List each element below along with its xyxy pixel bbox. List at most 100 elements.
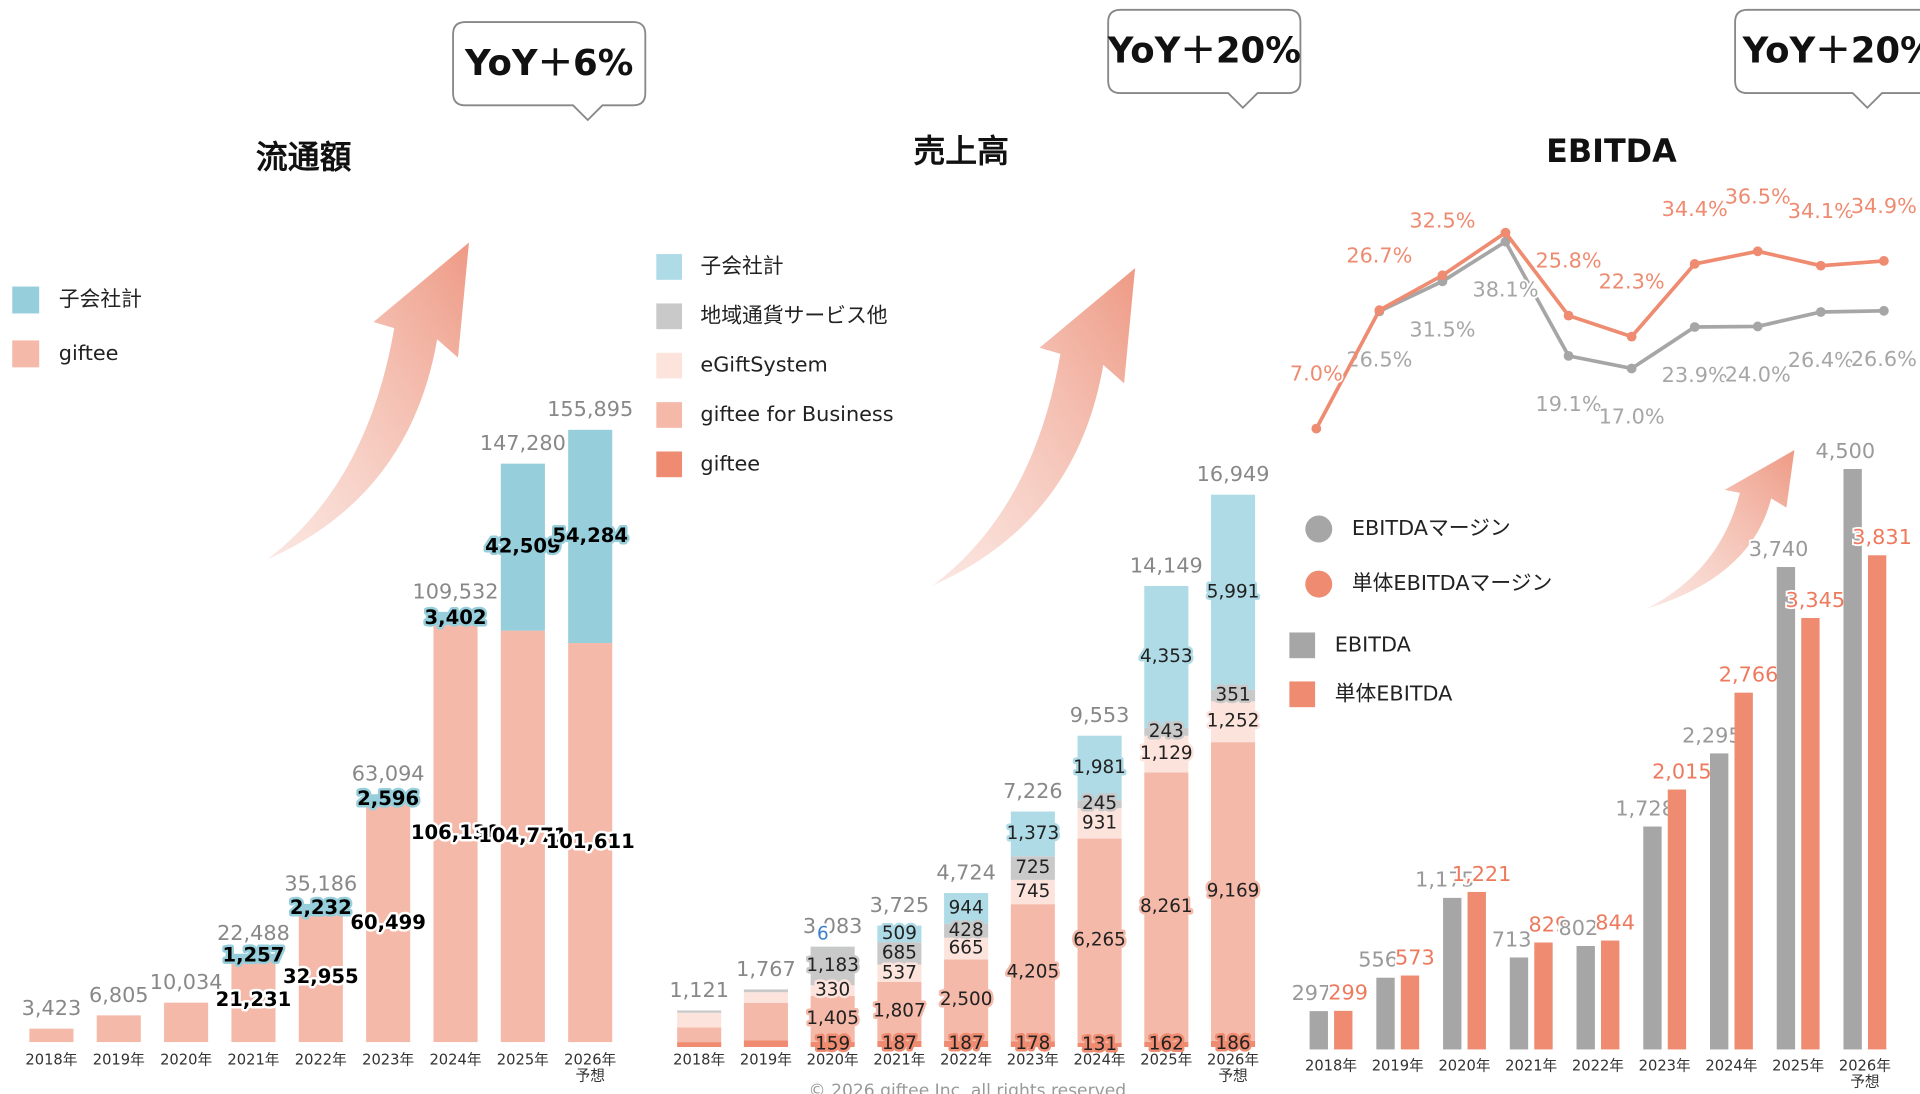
legend-swatch [656, 353, 682, 379]
legend-label: EBITDAマージン [1352, 516, 1511, 540]
value-label: 3,740 [1749, 537, 1809, 561]
legend-label: 地域通貨サービス他 [700, 303, 887, 327]
x-tick-label: 2026年予想 [1839, 1058, 1891, 1091]
legend-label: giftee [700, 451, 760, 475]
point [1374, 305, 1384, 315]
x-tick-label: 2021年 [1505, 1058, 1557, 1075]
value-label: 556 [1358, 948, 1398, 972]
legend-label: 子会社計 [59, 287, 142, 311]
bar [1777, 567, 1795, 1049]
value-label: 25.8% [1536, 249, 1602, 273]
value-label: 1,807 [873, 1000, 926, 1021]
legend-swatch [12, 287, 39, 314]
point [1627, 364, 1637, 374]
total-label: 109,532 [413, 579, 499, 603]
value-label: 24.0% [1725, 362, 1791, 386]
value-label: 32.5% [1409, 208, 1475, 232]
bar-segment [744, 989, 788, 992]
bar-segment [97, 1015, 141, 1042]
value-label: 243 [1149, 721, 1184, 742]
value-label: 299 [1328, 981, 1368, 1005]
total-label: 4,724 [936, 860, 996, 884]
legend-label: giftee for Business [700, 402, 893, 426]
value-label: 297 [1292, 981, 1332, 1005]
total-label: 155,895 [547, 397, 633, 421]
value-label: 7.0% [1290, 362, 1343, 386]
legend-swatch [12, 340, 39, 367]
point [1438, 270, 1448, 280]
legend-swatch [656, 451, 682, 477]
value-label: 330 [815, 980, 850, 1001]
legend-swatch [1289, 681, 1315, 707]
value-label: 21,231 [216, 988, 292, 1011]
bar [1310, 1011, 1328, 1049]
legend-label: 単体EBITDA [1335, 681, 1453, 705]
point [1311, 424, 1321, 434]
total-label: 147,280 [480, 431, 566, 455]
value-label: 187 [882, 1033, 917, 1054]
value-label: 2,766 [1719, 663, 1779, 687]
value-label: 802 [1559, 916, 1599, 940]
x-tick-label: 2021年 [873, 1051, 925, 1068]
value-label: 162 [1149, 1033, 1184, 1054]
value-label: 54,284 [552, 524, 628, 547]
value-label: 1,252 [1207, 711, 1260, 732]
page: {"chart_data": [ {"type": "bar", "title"… [0, 0, 1920, 1094]
total-label: 3,083 [803, 914, 863, 938]
bar [1710, 753, 1728, 1049]
legend-swatch [656, 402, 682, 428]
value-label: 187 [949, 1033, 984, 1054]
value-label: 6,265 [1073, 930, 1126, 951]
total-label: 10,034 [150, 970, 223, 994]
total-label: 16,949 [1197, 462, 1270, 486]
legend-swatch [1305, 571, 1332, 598]
value-label: 4,500 [1816, 439, 1876, 463]
total-label: 1,121 [669, 978, 729, 1002]
point [1690, 322, 1700, 332]
total-label: 35,186 [284, 871, 357, 895]
value-label: 101,611 [546, 830, 635, 853]
legend-label: 単体EBITDAマージン [1352, 571, 1552, 595]
value-label: 26.4% [1788, 348, 1854, 372]
bar-segment [744, 1040, 788, 1047]
value-label: 31.5% [1409, 317, 1475, 341]
x-tick-label: 2021年 [227, 1051, 279, 1068]
value-label: 34.4% [1662, 197, 1728, 221]
legend-label: EBITDA [1335, 632, 1412, 656]
value-label: 1,257 [223, 944, 285, 967]
value-label: 60,499 [350, 911, 426, 934]
total-label: 9,553 [1070, 703, 1130, 727]
total-label: 1,767 [736, 957, 796, 981]
bar [1534, 942, 1552, 1049]
value-label: 931 [1082, 812, 1117, 833]
value-label: 34.1% [1788, 199, 1854, 223]
bar [1468, 892, 1486, 1049]
point [1879, 306, 1889, 316]
bar [1376, 978, 1394, 1050]
value-label: 245 [1082, 793, 1117, 814]
chart-title: EBITDA [1546, 132, 1677, 170]
x-tick-label: 2019年 [1372, 1058, 1424, 1075]
value-label: 1,981 [1073, 757, 1126, 778]
value-label: 4,205 [1007, 962, 1060, 983]
point [1627, 332, 1637, 342]
point [1816, 307, 1826, 317]
value-label: 725 [1015, 857, 1050, 878]
total-label: 3,423 [22, 996, 82, 1020]
legend-swatch [1305, 516, 1332, 543]
bar [1668, 790, 1686, 1050]
value-label: 745 [1015, 881, 1050, 902]
bar [1577, 946, 1595, 1049]
bar-segment [164, 1003, 208, 1042]
value-label: 351 [1216, 685, 1251, 706]
value-label: 2,500 [940, 989, 993, 1010]
total-label: 3,725 [870, 893, 930, 917]
legend-swatch [656, 303, 682, 329]
value-label: 2,295 [1682, 723, 1742, 747]
bar-segment [744, 992, 788, 1003]
annotation: YoY＋20% [1742, 31, 1920, 72]
x-tick-label: 2025年 [1772, 1058, 1824, 1075]
total-label: 6,805 [89, 983, 149, 1007]
bar-segment [29, 1029, 73, 1042]
legend-label: giftee [59, 341, 119, 365]
